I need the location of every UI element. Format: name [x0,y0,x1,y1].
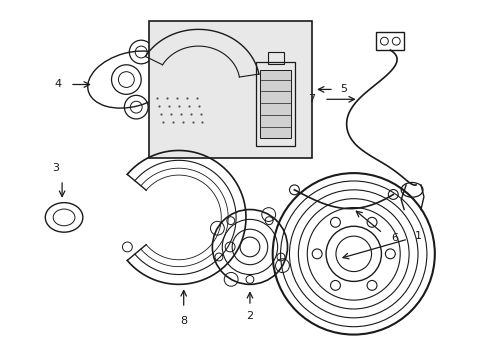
Text: 8: 8 [180,316,187,326]
Bar [255,62,295,145]
Text: 3: 3 [53,163,60,173]
Bar [259,70,291,138]
Text: 2: 2 [246,311,253,321]
Bar [376,32,404,50]
Text: 5: 5 [340,84,346,94]
Text: 6: 6 [390,233,397,243]
Text: 7: 7 [307,94,314,104]
Bar [267,52,283,64]
Text: 4: 4 [55,80,61,90]
Bar [149,21,311,158]
Text: 1: 1 [414,231,421,241]
